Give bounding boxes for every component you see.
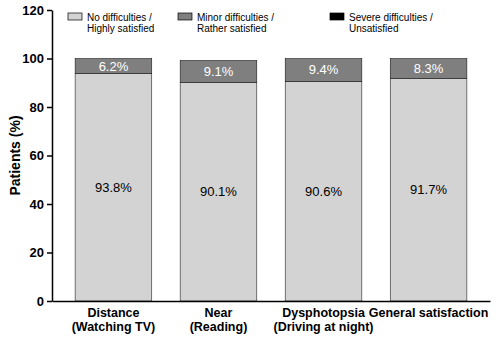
data-label: 90.6%: [305, 184, 342, 199]
bars: [75, 59, 467, 302]
legend-swatch: [178, 13, 192, 20]
bar-segment: [75, 59, 152, 74]
bar-segment: [390, 79, 467, 301]
tick: 20: [30, 245, 52, 260]
tick: Dysphotopsia(Driving at night): [274, 301, 374, 334]
bar-segment: [180, 60, 257, 82]
y-axis: 0 20 40 60 80 100 120: [22, 3, 52, 309]
data-label: 9.1%: [204, 64, 234, 79]
data-label: 8.3%: [414, 61, 444, 76]
tick: 80: [30, 100, 52, 115]
tick-mark: [47, 107, 52, 109]
tick-label: 120: [22, 3, 44, 18]
tick: 40: [30, 197, 52, 212]
tick: General satisfaction: [369, 301, 489, 320]
data-label: 91.7%: [410, 182, 447, 197]
axis-line: [53, 301, 491, 303]
bar-segment: [285, 58, 362, 59]
legend-label: Severe difficulties /Unsatisfied: [349, 12, 433, 35]
bar-segment: [390, 59, 467, 79]
tick: 0: [37, 294, 52, 309]
bar-segment: [180, 60, 257, 61]
tick-label: 100: [22, 51, 44, 66]
legend-item: Minor difficulties /Rather satisfied: [178, 12, 274, 35]
tick: 60: [30, 148, 52, 163]
data-labels: 93.8% 90.1% 90.6% 91.7% 6.2% 9.1% 9.4% 8.3%: [95, 59, 447, 200]
legend-item: Severe difficulties /Unsatisfied: [330, 12, 433, 35]
plot: 93.8% 90.1% 90.6% 91.7% 6.2% 9.1% 9.4% 8.3% 0 20 4…: [22, 3, 490, 335]
axis-title: Patients (%): [7, 115, 23, 195]
tick-mark: [47, 10, 52, 12]
legend-swatch: [330, 13, 344, 20]
tick: 120: [22, 3, 52, 18]
tick-mark: [47, 301, 52, 303]
data-label: 9.4%: [309, 62, 339, 77]
x-axis: Distance(Watching TV) Near(Reading) Dyspho…: [53, 301, 491, 334]
tick-mark: [47, 252, 52, 254]
legend-label: No difficulties /Highly satisfied: [87, 12, 154, 35]
data-label: 6.2%: [99, 59, 129, 74]
tick-label: Near(Reading): [190, 306, 248, 334]
tick-label: Distance(Watching TV): [72, 306, 156, 334]
bar-segment: [180, 83, 257, 301]
tick-mark: [47, 204, 52, 206]
legend-swatch: [68, 13, 82, 20]
tick: 100: [22, 51, 52, 66]
data-label: 90.1%: [200, 184, 237, 199]
tick-label: General satisfaction: [369, 306, 489, 320]
bar-segment: [75, 74, 152, 301]
tick: Distance(Watching TV): [72, 301, 156, 334]
bar-segment: [390, 58, 467, 59]
tick-mark: [47, 58, 52, 60]
tick-mark: [47, 155, 52, 157]
tick-label: 80: [30, 100, 44, 115]
legend: No difficulties /Highly satisfied Minor d…: [68, 12, 433, 35]
legend-item: No difficulties /Highly satisfied: [68, 12, 154, 35]
tick-label: 20: [30, 245, 44, 260]
tick-label: 40: [30, 197, 44, 212]
tick-label: 60: [30, 148, 44, 163]
tick-label: 0: [37, 294, 44, 309]
tick: Near(Reading): [190, 301, 248, 334]
legend-label: Minor difficulties /Rather satisfied: [197, 12, 274, 35]
data-label: 93.8%: [95, 180, 132, 195]
tick-label: Dysphotopsia(Driving at night): [274, 306, 374, 334]
bar-segment: [285, 59, 362, 82]
bar-segment: [285, 81, 362, 301]
chart: 93.8% 90.1% 90.6% 91.7% 6.2% 9.1% 9.4% 8.3% 0 20 4…: [0, 0, 500, 344]
